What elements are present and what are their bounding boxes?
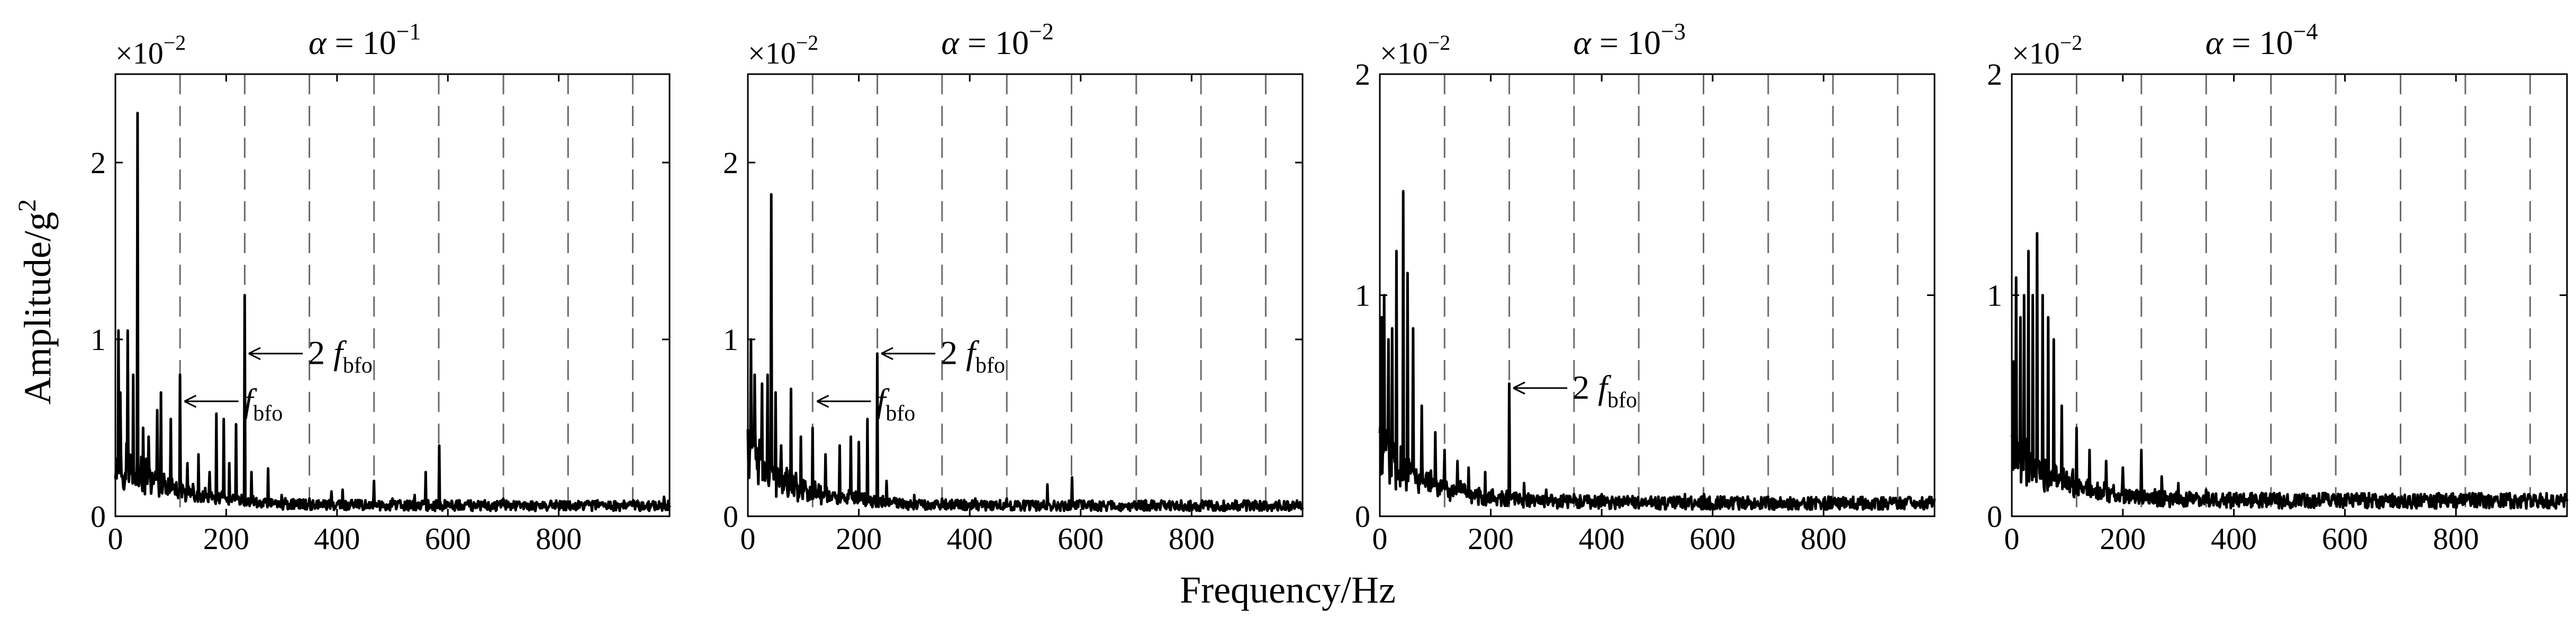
panel-title: α = 10−4 [2206, 19, 2318, 61]
x-tick-label: 200 [203, 522, 249, 556]
x-axis-label: Frequency/Hz [1180, 569, 1396, 611]
chart-panel-3: 0 200 400 600 800 0 1 2 ×10−2 α = 10−3 2 fbfo [1355, 19, 1936, 556]
axis-scale-multiplier: ×10−2 [748, 31, 818, 70]
x-tick-label: 0 [108, 522, 123, 556]
axis-scale-multiplier: ×10−2 [2012, 31, 2082, 70]
x-tick-label: 600 [2322, 522, 2368, 556]
x-tick-label: 0 [1372, 522, 1388, 556]
panel-title: α = 10−2 [941, 19, 1054, 61]
annotation-label: fbfo [876, 382, 916, 426]
chart-panel-4: 0 200 400 600 800 0 1 2 ×10−2 α = 10−4 [1987, 19, 2569, 556]
x-tick-label: 0 [2004, 522, 2020, 556]
x-tick-label: 600 [425, 522, 471, 556]
x-tick-label: 400 [314, 522, 360, 556]
x-tick-label: 600 [1689, 522, 1736, 556]
annotation-label: 2 fbfo [308, 334, 373, 378]
x-tick-label: 200 [2100, 522, 2146, 556]
axes-frame [747, 73, 1304, 517]
x-tick-label: 200 [1468, 522, 1514, 556]
axes-frame [114, 73, 671, 517]
axis-scale-multiplier: ×10−2 [115, 31, 186, 70]
spectrum-series-line [1378, 190, 1936, 511]
panel-title: α = 10−1 [309, 19, 421, 61]
y-axis-label: Amplitude/g2 [13, 199, 59, 405]
annotation-arrow-head [816, 394, 829, 408]
annotation-arrow-head [881, 347, 893, 361]
spectrum-series-line [2010, 232, 2569, 510]
annotation-arrow-head [248, 347, 261, 361]
x-tick-label: 800 [1169, 522, 1215, 556]
y-tick-label: 1 [1355, 279, 1370, 313]
y-tick-label: 2 [723, 146, 738, 180]
x-tick-label: 400 [2211, 522, 2257, 556]
chart-panel-2: 0 200 400 600 800 0 1 2 ×10−2 α = 10−2 fbfo 2 fbfo [723, 19, 1304, 556]
axes-frame [1379, 73, 1936, 517]
x-tick-label: 800 [536, 522, 582, 556]
annotation-label: 2 fbfo [1572, 369, 1637, 412]
annotation-label: fbfo [243, 382, 283, 426]
x-tick-label: 400 [947, 522, 993, 556]
chart-panel-1: 0 200 400 600 800 0 1 2 ×10−2 α = 10−1 fbfo 2 fbfo [91, 19, 671, 556]
annotation-arrow-head [184, 394, 197, 408]
x-tick-label: 600 [1057, 522, 1104, 556]
annotation-label: 2 fbfo [941, 334, 1005, 378]
y-tick-label: 2 [1987, 57, 2002, 92]
y-tick-label: 0 [91, 499, 106, 534]
y-tick-label: 1 [723, 322, 738, 357]
y-tick-label: 2 [91, 146, 106, 180]
x-tick-label: 200 [836, 522, 882, 556]
annotation-arrow-head [1513, 381, 1525, 395]
panel-title: α = 10−3 [1573, 19, 1686, 61]
x-tick-label: 400 [1579, 522, 1625, 556]
y-tick-label: 0 [1355, 499, 1370, 534]
y-tick-label: 0 [1987, 499, 2002, 534]
y-tick-label: 1 [91, 322, 106, 357]
y-tick-label: 0 [723, 499, 738, 534]
y-tick-label: 2 [1355, 57, 1370, 92]
y-tick-label: 1 [1987, 279, 2002, 313]
x-tick-label: 800 [2433, 522, 2479, 556]
axes-frame [2011, 73, 2568, 517]
x-tick-label: 0 [740, 522, 756, 556]
x-tick-label: 800 [1801, 522, 1847, 556]
spectrum-series-line [746, 193, 1304, 513]
axis-scale-multiplier: ×10−2 [1380, 31, 1450, 70]
spectrum-series-line [114, 112, 671, 513]
